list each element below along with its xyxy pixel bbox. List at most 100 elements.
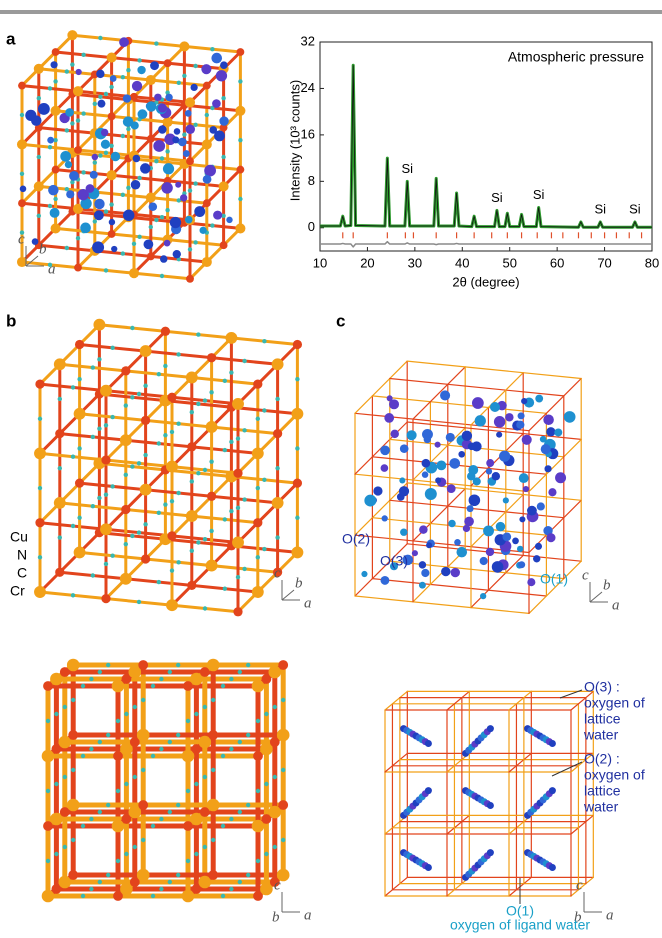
water [521,398,527,404]
water [381,576,390,585]
atom [203,775,207,779]
water [541,444,551,454]
water [65,108,74,117]
atom [208,870,218,880]
water [76,69,82,75]
atom [194,852,198,856]
atom [165,208,169,212]
atom [67,799,80,812]
bond [172,407,231,466]
atom [91,504,95,508]
atom [147,135,155,143]
atom [277,729,290,742]
atom [37,214,41,218]
atom [140,345,152,357]
atom [143,522,147,526]
atom [67,30,77,40]
water [97,100,105,108]
water [194,206,205,217]
bond [106,470,165,529]
atom [124,852,128,856]
water [80,223,91,234]
atom [223,448,227,452]
water [212,99,221,108]
atom [53,79,57,83]
atom [186,859,190,863]
atom [186,789,190,793]
water [527,578,535,586]
atom [256,859,260,863]
water [123,94,131,102]
atom [100,523,112,535]
atom [203,537,207,541]
atom [207,799,220,812]
note: O(2) : [584,751,620,767]
bond [40,533,99,592]
atom [232,537,244,549]
atom [110,554,114,558]
axis-triad: abc [582,567,620,613]
atom [38,417,42,421]
atom [168,740,172,744]
atom [167,531,176,540]
water [158,125,167,134]
atom [141,698,145,702]
note: oxygen of [584,695,645,711]
water [549,864,556,871]
atom [242,497,246,501]
atom [211,768,215,772]
atom [71,385,75,389]
atom [124,782,128,786]
atom [77,446,81,450]
water [496,432,502,438]
water [65,161,72,168]
bond [385,877,407,896]
atom [207,659,220,672]
atom [275,535,279,539]
water [425,488,437,500]
atom [93,160,97,164]
atom [163,364,167,368]
note: oxygen of [584,767,645,783]
water [384,413,394,423]
atom [223,587,227,591]
atom [211,698,215,702]
atom [188,247,192,251]
atom [207,353,216,362]
atom [187,442,196,451]
water [469,494,481,506]
water [467,505,474,512]
atom [256,719,260,723]
atom [163,117,173,127]
water [446,433,455,442]
atom [262,478,266,482]
bond [238,414,297,473]
atom [98,36,102,40]
atom [176,352,180,356]
atom [89,747,93,751]
water [226,217,232,223]
atom [68,870,78,880]
bond [238,345,297,404]
water [523,486,529,492]
atom [101,594,110,603]
water [101,140,110,149]
atom [137,392,141,396]
atom [233,469,242,478]
atom [137,729,150,742]
water [154,94,161,101]
axis-letter: b [39,241,47,257]
bond [355,361,407,413]
bond [22,35,72,85]
atom [63,775,67,779]
atom [273,705,277,709]
atom [120,573,132,585]
atom [130,326,134,330]
atom [46,719,50,723]
atom [209,529,213,533]
atom [81,824,85,828]
water [364,495,376,507]
atom [133,775,137,779]
atom [71,768,75,772]
water [487,725,494,732]
